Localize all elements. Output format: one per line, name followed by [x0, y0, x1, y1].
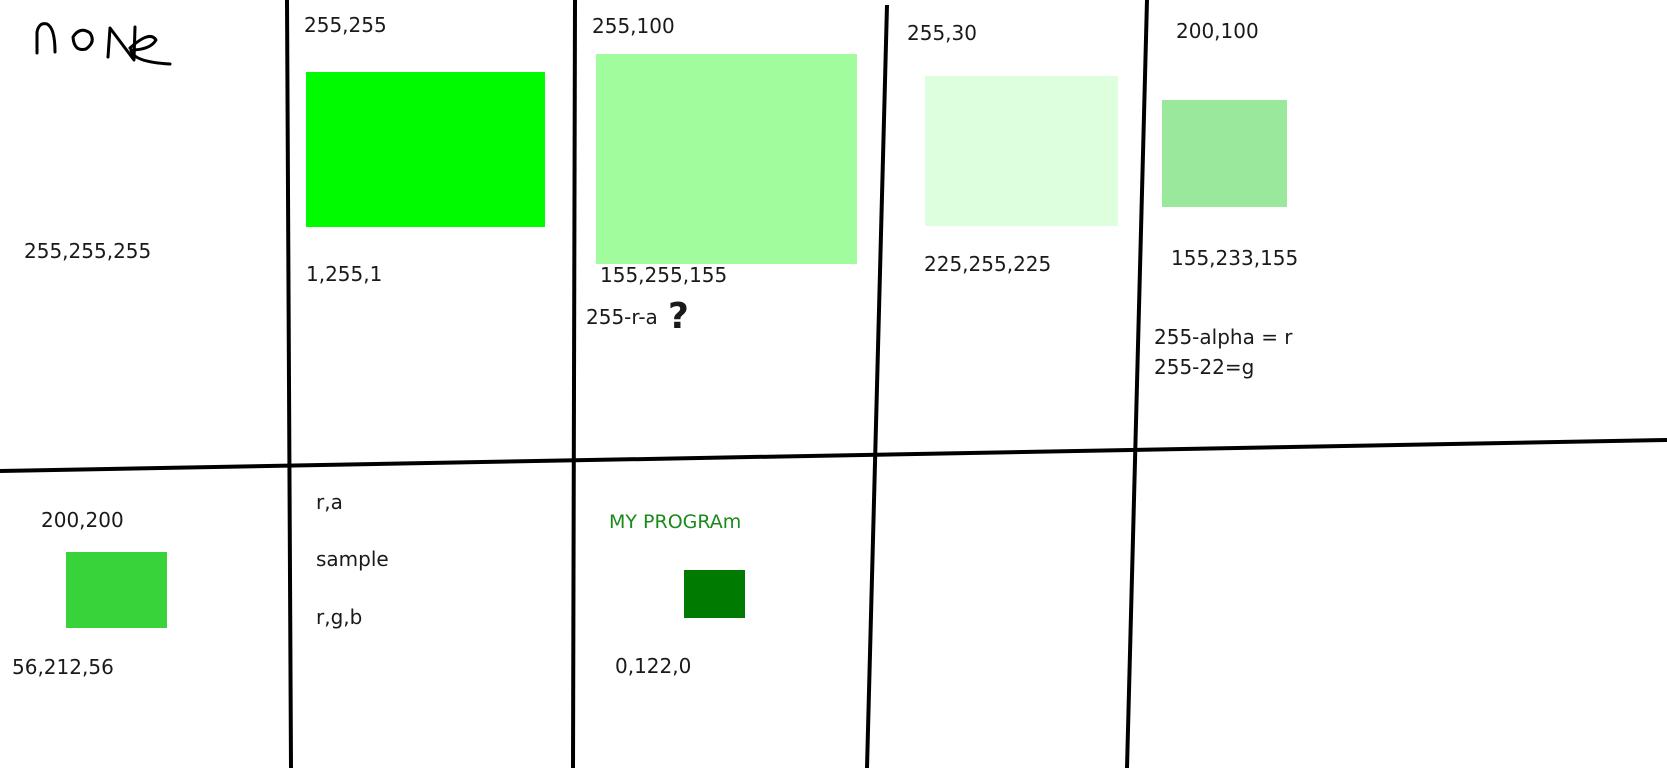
cell8-rgb-label: 0,122,0 — [615, 654, 692, 678]
cell7-line1: r,a — [316, 490, 343, 514]
cell2-top-label: 255,255 — [304, 13, 387, 37]
cell5-color-swatch — [1162, 100, 1287, 207]
cell4-color-swatch — [925, 76, 1118, 226]
grid-line-horizontal — [0, 438, 1667, 473]
cell5-formula-line1: 255-alpha = r — [1154, 325, 1293, 349]
question-mark: ? — [668, 296, 689, 337]
cell5-formula-line2: 255-22=g — [1154, 355, 1255, 379]
cell7-line2: sample — [316, 547, 389, 571]
my-program-title: MY PROGRAm — [609, 511, 742, 533]
grid-line-vertical-1 — [285, 0, 293, 768]
cell4-rgb-label: 225,255,225 — [924, 252, 1052, 276]
cell4-top-label: 255,30 — [907, 21, 977, 45]
cell6-color-swatch — [66, 552, 167, 628]
cell7-line3: r,g,b — [316, 605, 363, 629]
cell5-top-label: 200,100 — [1176, 19, 1259, 43]
handwritten-none-word — [35, 22, 172, 66]
grid-line-vertical-2 — [571, 0, 577, 768]
grid-line-vertical-4 — [1125, 0, 1149, 768]
cell3-formula-note: 255-r-a — [586, 305, 658, 329]
cell3-color-swatch — [596, 54, 857, 264]
grid-line-vertical-3 — [865, 4, 889, 768]
cell5-rgb-label: 155,233,155 — [1171, 246, 1299, 270]
cell6-rgb-label: 56,212,56 — [12, 655, 114, 679]
cell8-color-swatch — [684, 570, 745, 618]
cell2-rgb-label: 1,255,1 — [306, 262, 383, 286]
cell2-color-swatch — [306, 72, 545, 227]
cell3-top-label: 255,100 — [592, 14, 675, 38]
cell1-rgb-label: 255,255,255 — [24, 239, 152, 263]
cell6-top-label: 200,200 — [41, 508, 124, 532]
cell3-rgb-label: 155,255,155 — [600, 263, 728, 287]
